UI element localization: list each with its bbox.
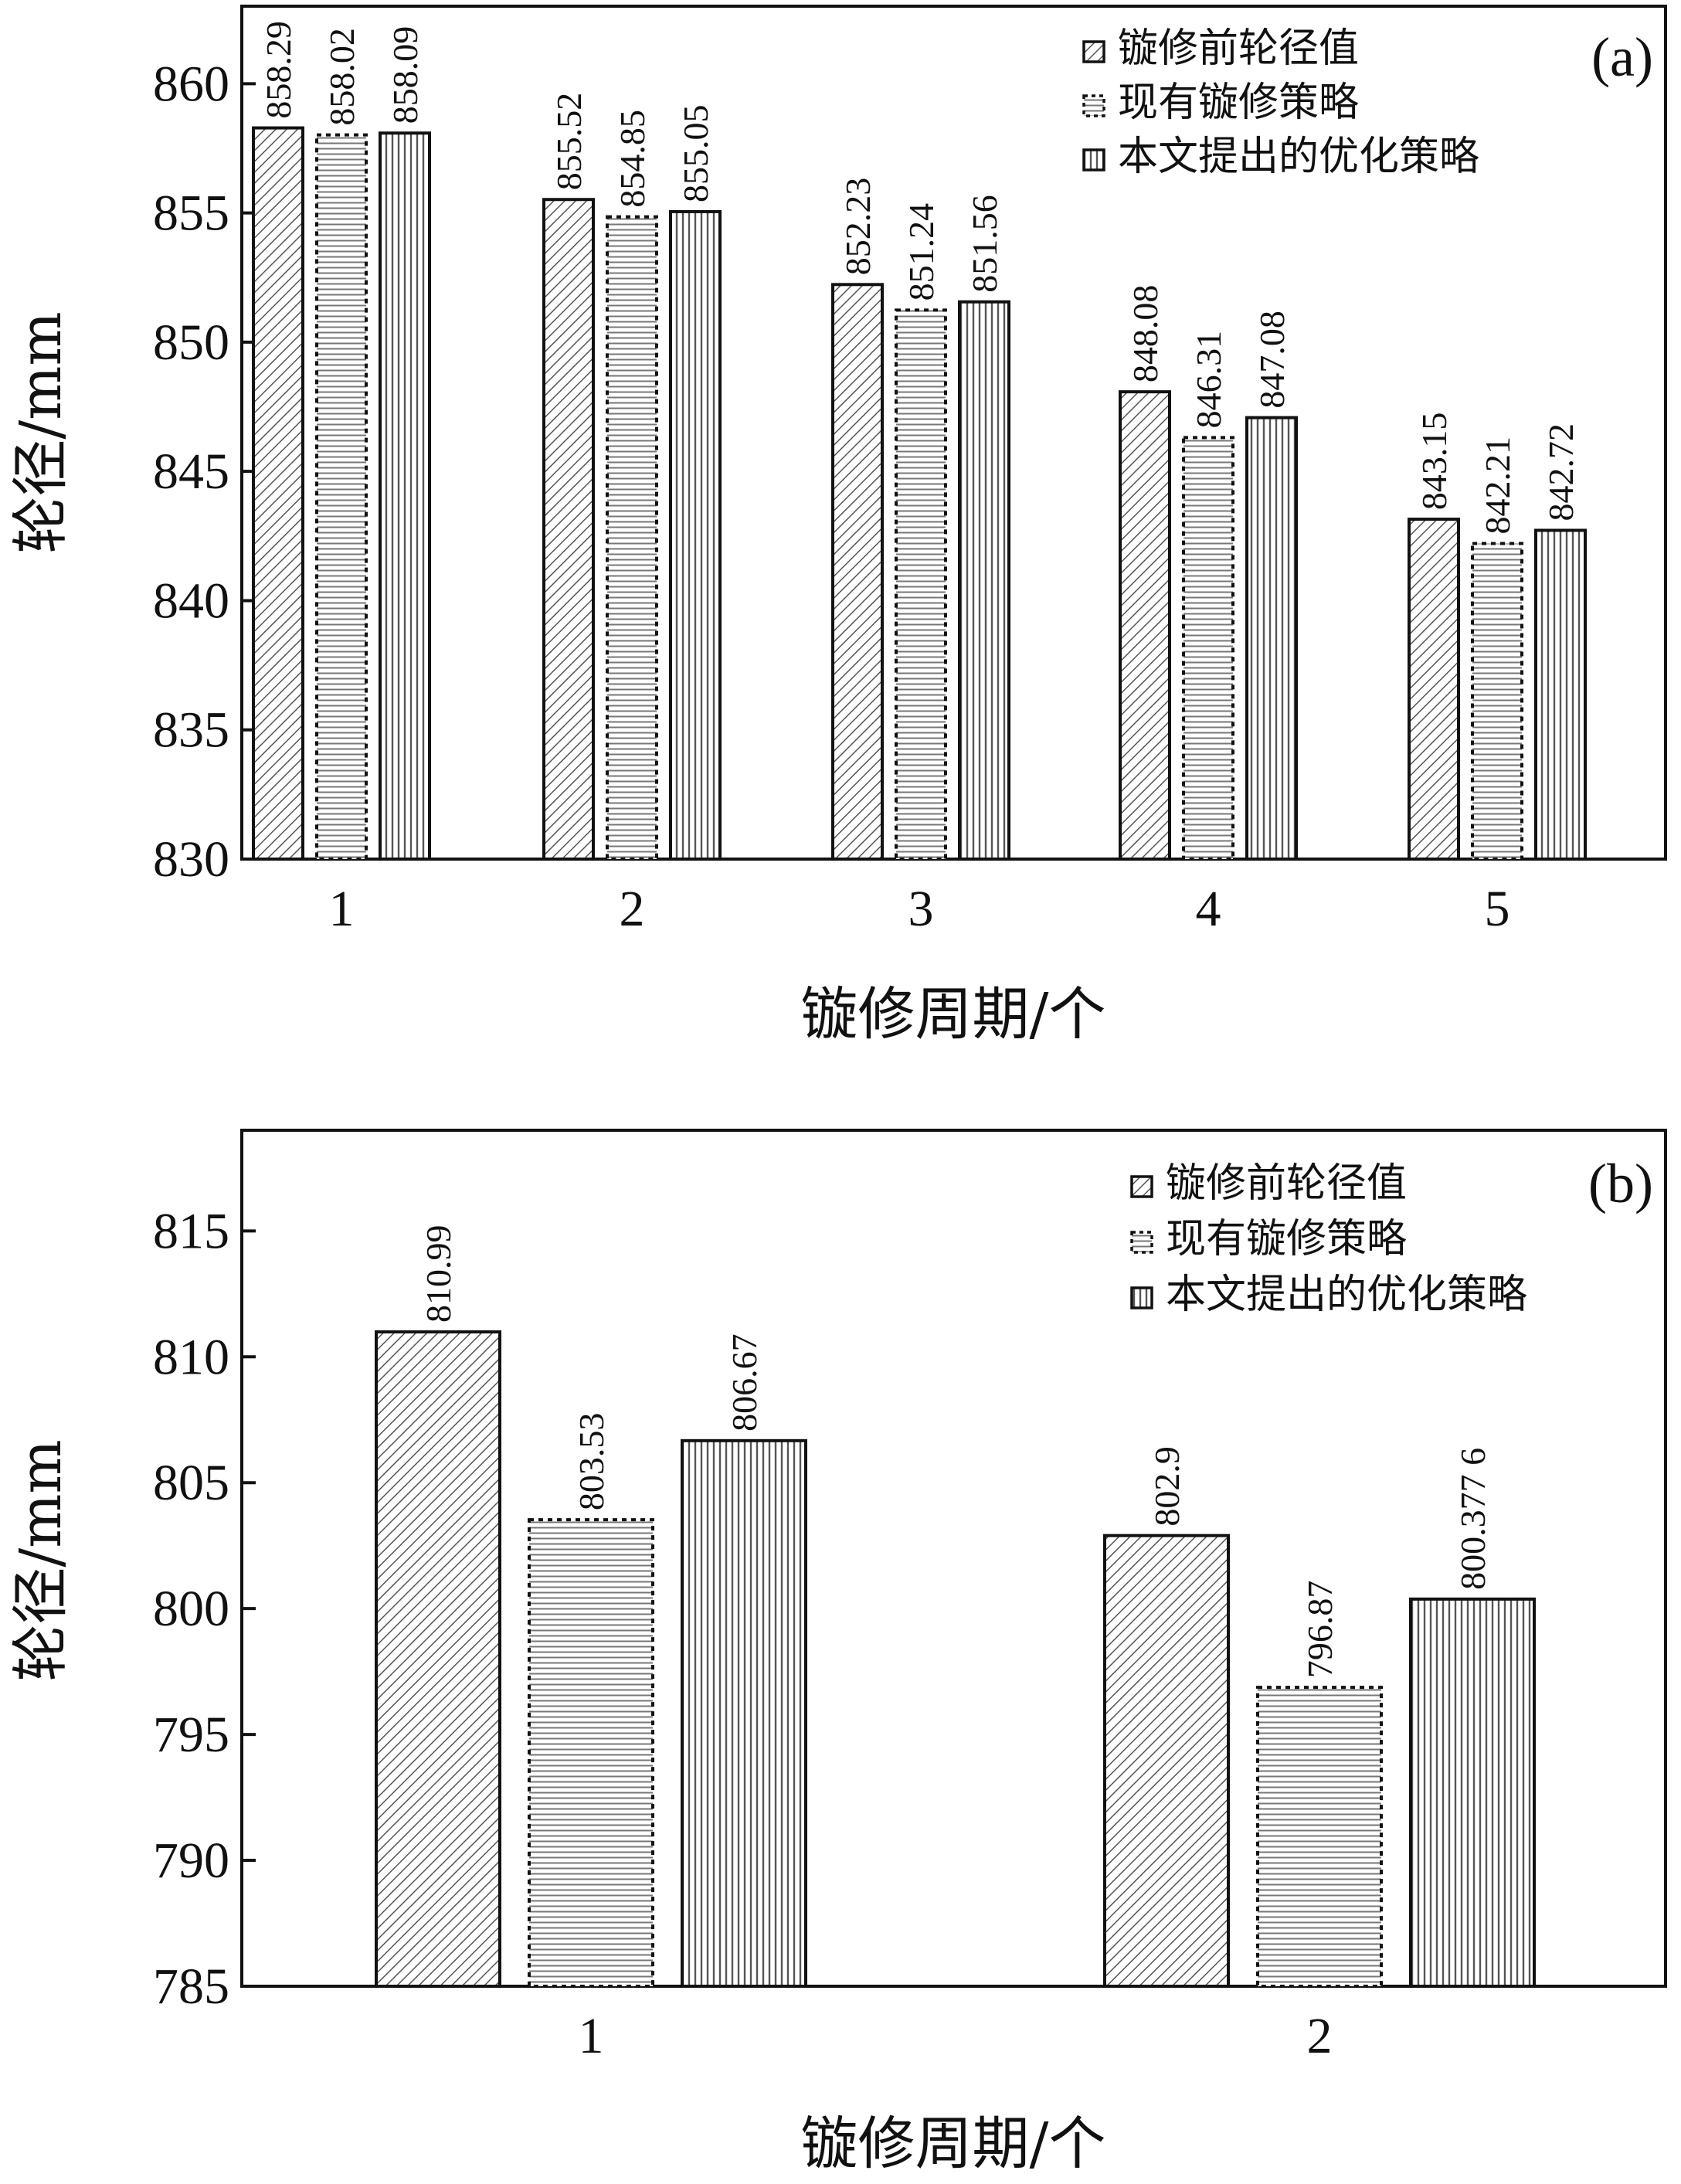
data-label: 855.05 (676, 104, 715, 202)
data-label: 802.9 (1147, 1446, 1187, 1527)
y-tick-label: 830 (153, 831, 229, 888)
x-tick-label: 2 (620, 881, 645, 937)
legend-label: 本文提出的优化策略 (1118, 134, 1479, 180)
bar (669, 209, 722, 861)
y-tick-label: 845 (153, 443, 229, 500)
x-tick-label: 3 (908, 881, 934, 937)
data-label: 858.09 (385, 26, 425, 124)
bar (1103, 1534, 1230, 1988)
data-label: 796.87 (1300, 1581, 1340, 1679)
legend-swatch (1130, 1175, 1153, 1198)
value-labels: 810.99 802.9 803.53 796.87 806.67 800.377 6 (419, 1225, 1493, 1679)
y-tick-label: 805 (153, 1455, 229, 1511)
bar (1119, 390, 1171, 861)
bar (1408, 518, 1460, 861)
data-label: 855.52 (549, 93, 589, 191)
x-axis-title: 镟修周期/个 (801, 981, 1106, 1048)
bar (1256, 1686, 1383, 1989)
x-tick-label: 1 (579, 2008, 604, 2064)
data-label: 848.08 (1126, 285, 1165, 383)
legend-label: 镟修前轮径值 (1166, 1160, 1407, 1207)
y-tick-label: 785 (153, 1958, 229, 2015)
data-label: 800.377 6 (1453, 1448, 1493, 1590)
bar-series (375, 1330, 1536, 1989)
data-label: 846.31 (1189, 331, 1228, 429)
y-axis-title: 轮径/mm (8, 311, 74, 553)
y-axis-ticks: 785 790 795 800 805 810 815 (153, 1203, 256, 2015)
legend-swatch (1082, 40, 1105, 63)
bar-series (252, 126, 1587, 861)
panel-a: 830 835 840 845 850 855 860 1 2 3 4 5 858.29 855.52… (8, 5, 1667, 1048)
legend-label: 现有镟修策略 (1166, 1216, 1407, 1262)
y-tick-label: 790 (153, 1832, 229, 1889)
data-label: 843.15 (1414, 413, 1454, 511)
legend-label: 本文提出的优化策略 (1166, 1272, 1527, 1318)
y-tick-label: 815 (153, 1203, 229, 1259)
data-label: 858.29 (259, 21, 298, 119)
data-label: 803.53 (572, 1413, 611, 1511)
x-tick-label: 1 (329, 881, 355, 937)
plot-frame (240, 5, 1667, 861)
bar (1245, 416, 1298, 861)
bar (895, 308, 947, 861)
y-tick-label: 855 (153, 185, 229, 242)
bar (958, 300, 1010, 861)
data-label: 854.85 (613, 110, 652, 208)
legend-swatch (1130, 1286, 1153, 1309)
legend-swatch (1130, 1231, 1153, 1254)
bar (831, 283, 884, 861)
y-tick-label: 840 (153, 572, 229, 629)
plot-frame (240, 1129, 1667, 1988)
data-label: 858.02 (322, 28, 362, 126)
legend-label: 现有镟修策略 (1118, 80, 1359, 126)
bar (1534, 528, 1587, 861)
x-tick-label: 5 (1485, 881, 1510, 937)
bar (375, 1330, 501, 1988)
bar (528, 1518, 654, 1988)
y-tick-label: 850 (153, 314, 229, 371)
value-labels: 858.29 855.52 852.23 848.08 843.15 858.02 854.… (259, 21, 1581, 534)
legend-swatch (1082, 94, 1105, 117)
data-label: 810.99 (419, 1225, 458, 1323)
x-tick-label: 4 (1196, 881, 1221, 937)
legend-label: 镟修前轮径值 (1118, 25, 1359, 72)
data-label: 851.24 (902, 203, 941, 301)
x-tick-label: 2 (1307, 2008, 1333, 2064)
data-label: 842.72 (1541, 423, 1581, 521)
y-tick-label: 860 (153, 56, 229, 112)
bar (252, 126, 304, 861)
data-label: 806.67 (725, 1333, 764, 1432)
data-label: 847.08 (1252, 311, 1292, 409)
y-tick-label: 795 (153, 1707, 229, 1763)
panel-label: (b) (1588, 1153, 1653, 1214)
bar (315, 133, 368, 861)
bar (1182, 436, 1234, 861)
y-tick-label: 835 (153, 702, 229, 759)
y-axis-title: 轮径/mm (8, 1439, 74, 1681)
x-axis-title: 镟修周期/个 (801, 2111, 1106, 2177)
bar (606, 215, 658, 861)
data-label: 852.23 (838, 178, 878, 276)
data-label: 851.56 (965, 195, 1004, 293)
legend-swatch (1082, 148, 1105, 172)
bar (379, 131, 431, 861)
y-tick-label: 810 (153, 1329, 229, 1385)
y-tick-label: 800 (153, 1581, 229, 1637)
y-axis-ticks: 830 835 840 845 850 855 860 (153, 56, 256, 888)
bar (542, 198, 595, 861)
bar (1409, 1597, 1536, 1988)
bar (681, 1438, 807, 1989)
panel-label: (a) (1591, 26, 1653, 88)
bar (1471, 542, 1523, 861)
data-label: 842.21 (1478, 436, 1517, 535)
